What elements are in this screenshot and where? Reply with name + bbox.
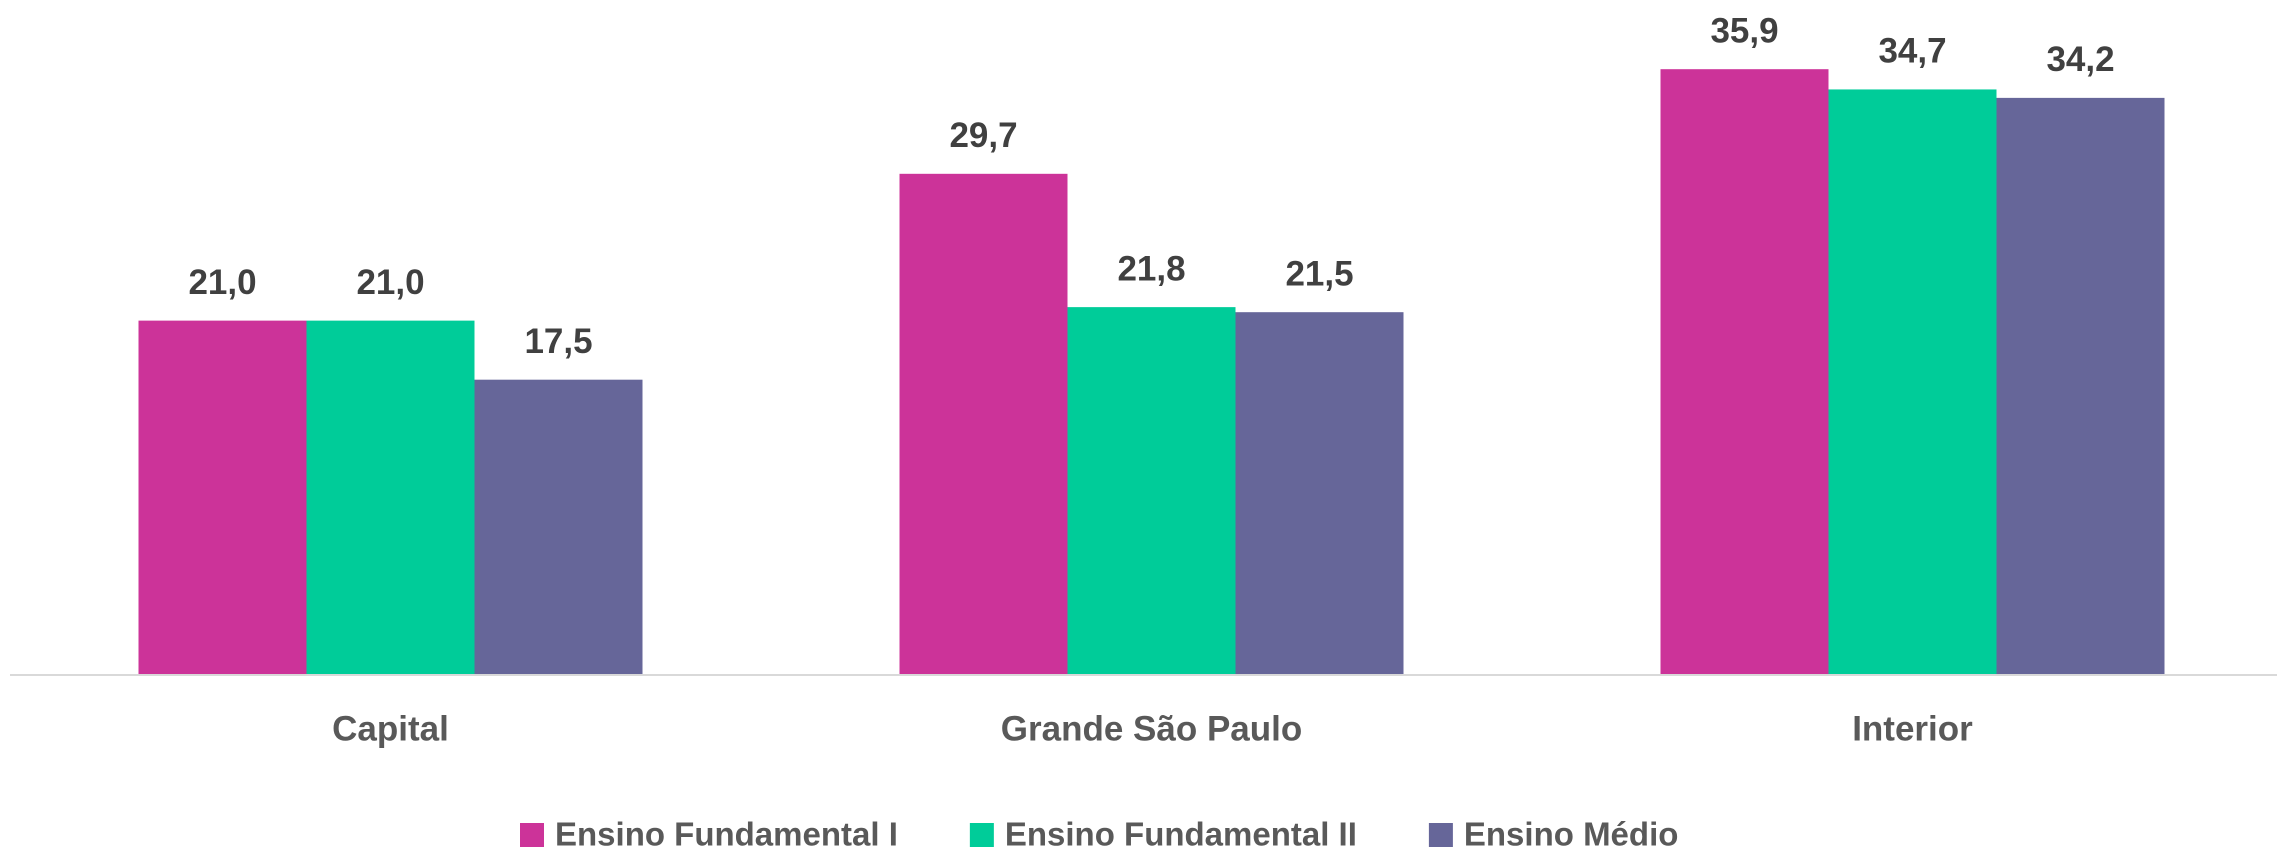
- legend-swatch: [520, 823, 544, 847]
- legend-label: Ensino Fundamental II: [1005, 816, 1357, 852]
- value-label: 21,8: [1117, 249, 1185, 288]
- legend-label: Ensino Fundamental I: [555, 816, 898, 852]
- value-label: 17,5: [524, 322, 592, 361]
- bar: [474, 379, 643, 675]
- value-label: 21,0: [188, 263, 256, 302]
- x-tick-label: Capital: [332, 709, 449, 748]
- value-label: 34,7: [1878, 32, 1946, 71]
- value-label: 29,7: [949, 116, 1017, 155]
- bar: [1996, 97, 2165, 675]
- x-tick-label: Grande São Paulo: [1001, 709, 1302, 748]
- legend-swatch: [1428, 823, 1453, 847]
- value-label: 21,5: [1285, 254, 1353, 293]
- bar: [138, 320, 307, 675]
- value-label: 21,0: [356, 263, 424, 302]
- bar: [306, 320, 475, 675]
- value-label: 35,9: [1710, 11, 1778, 50]
- bar: [1828, 89, 1997, 675]
- value-label: 34,2: [2046, 40, 2114, 79]
- bar: [1235, 312, 1404, 675]
- bar: [1660, 69, 1829, 675]
- legend-swatch: [969, 823, 994, 847]
- x-tick-label: Interior: [1852, 709, 1973, 748]
- bar: [899, 173, 1068, 675]
- bar: [1067, 307, 1236, 675]
- legend-label: Ensino Médio: [1464, 816, 1679, 852]
